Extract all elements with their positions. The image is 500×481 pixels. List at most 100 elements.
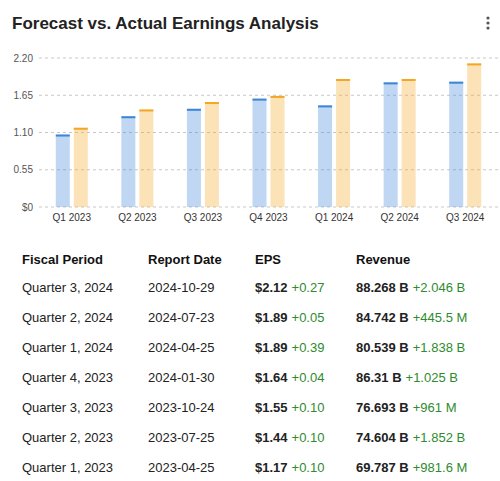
revenue-surprise: +961 M — [413, 400, 457, 415]
period-cell: Quarter 4, 2023 — [22, 370, 113, 385]
bar-body — [253, 99, 267, 207]
bars — [56, 63, 481, 207]
menu-icon[interactable] — [486, 16, 489, 29]
y-tick-label: 1.10 — [14, 127, 34, 138]
eps-surprise: +0.10 — [292, 430, 325, 445]
date-cell: 2023-04-25 — [148, 460, 215, 475]
revenue-value: 74.604 B — [356, 430, 409, 445]
bar-body — [139, 109, 153, 207]
bar — [384, 82, 398, 207]
bar-body — [318, 105, 332, 207]
date-cell: 2024-10-29 — [148, 280, 215, 295]
eps-cell: $1.17 +0.10 — [255, 460, 324, 475]
x-tick-label: Q2 2024 — [380, 212, 419, 223]
bar-top — [139, 109, 153, 111]
bar-top — [467, 63, 481, 65]
bar — [205, 102, 219, 207]
date-cell: 2023-07-25 — [148, 430, 215, 445]
revenue-value: 69.787 B — [356, 460, 409, 475]
bar-body — [402, 79, 416, 207]
bar-body — [205, 102, 219, 207]
eps-value: $1.89 — [255, 310, 288, 325]
grid-line — [39, 58, 498, 59]
y-tick-label: 0.55 — [14, 164, 34, 175]
eps-surprise: +0.27 — [292, 280, 325, 295]
period-cell: Quarter 2, 2024 — [22, 310, 113, 325]
bar-top — [449, 82, 463, 84]
eps-cell: $1.64 +0.04 — [255, 370, 324, 385]
eps-value: $1.17 — [255, 460, 288, 475]
bar-body — [271, 96, 285, 207]
menu-dot — [486, 16, 489, 19]
bar-top — [318, 105, 332, 107]
eps-surprise: +0.10 — [292, 460, 325, 475]
revenue-surprise: +981.6 M — [413, 460, 468, 475]
table-header: EPS — [255, 252, 281, 267]
revenue-cell: 88.268 B +2.046 B — [356, 280, 465, 295]
bar — [121, 116, 135, 207]
bar — [139, 109, 153, 207]
revenue-cell: 84.742 B +445.5 M — [356, 310, 467, 325]
period-cell: Quarter 1, 2024 — [22, 340, 113, 355]
period-cell: Quarter 3, 2023 — [22, 400, 113, 415]
eps-surprise: +0.39 — [292, 340, 325, 355]
revenue-cell: 86.31 B+1.025 B — [356, 370, 458, 385]
bar-top — [74, 128, 88, 130]
eps-value: $1.89 — [255, 340, 288, 355]
bar-top — [56, 135, 70, 137]
eps-cell: $1.89 +0.05 — [255, 310, 324, 325]
revenue-surprise: +445.5 M — [413, 310, 468, 325]
bar-body — [449, 82, 463, 207]
revenue-value: 88.268 B — [356, 280, 409, 295]
revenue-cell: 80.539 B+1.838 B — [356, 340, 465, 355]
x-tick-label: Q3 2023 — [184, 212, 223, 223]
revenue-cell: 76.693 B +961 M — [356, 400, 457, 415]
period-cell: Quarter 3, 2024 — [22, 280, 113, 295]
eps-value: $1.64 — [255, 370, 288, 385]
table-header: Revenue — [356, 252, 410, 267]
revenue-value: 76.693 B — [356, 400, 409, 415]
bar — [318, 105, 332, 207]
x-tick-label: Q2 2023 — [118, 212, 157, 223]
menu-dot — [486, 21, 489, 24]
page: Forecast vs. Actual Earnings Analysis$00… — [0, 0, 500, 481]
bar-body — [336, 79, 350, 207]
bar-body — [74, 128, 88, 207]
revenue-surprise: +2.046 B — [413, 280, 465, 295]
bar — [74, 128, 88, 207]
bar-top — [384, 82, 398, 84]
y-tick-label: 1.65 — [14, 90, 34, 101]
grid — [39, 58, 498, 207]
grid-line — [39, 207, 498, 208]
revenue-surprise: +1.025 B — [406, 370, 458, 385]
bar-top — [187, 109, 201, 111]
period-cell: Quarter 2, 2023 — [22, 430, 113, 445]
bar — [336, 79, 350, 207]
eps-surprise: +0.10 — [292, 400, 325, 415]
table: Fiscal Period Report Date EPS Revenue Quarte… — [22, 252, 467, 475]
bar — [402, 79, 416, 207]
revenue-value: 80.539 B — [356, 340, 409, 355]
date-cell: 2024-07-23 — [148, 310, 215, 325]
table-header: Fiscal Period — [22, 252, 103, 267]
bar — [271, 96, 285, 207]
eps-surprise: +0.05 — [292, 310, 325, 325]
bar-top — [205, 102, 219, 104]
eps-cell: $2.12+0.27 — [255, 280, 324, 295]
table-header: Report Date — [148, 252, 222, 267]
bar-top — [271, 96, 285, 98]
bar-body — [467, 63, 481, 207]
eps-value: $1.44 — [255, 430, 288, 445]
y-tick-label: 2.20 — [14, 53, 34, 64]
bar-body — [56, 135, 70, 207]
revenue-cell: 74.604 B +1.852 B — [356, 430, 465, 445]
y-tick-label: $0 — [22, 202, 34, 213]
x-tick-label: Q3 2024 — [446, 212, 485, 223]
revenue-surprise: +1.852 B — [413, 430, 465, 445]
eps-surprise: +0.04 — [292, 370, 325, 385]
menu-dot — [486, 26, 489, 29]
eps-value: $1.55 — [255, 400, 288, 415]
grid-line — [39, 169, 498, 170]
revenue-value: 84.742 B — [356, 310, 409, 325]
bar — [187, 109, 201, 207]
